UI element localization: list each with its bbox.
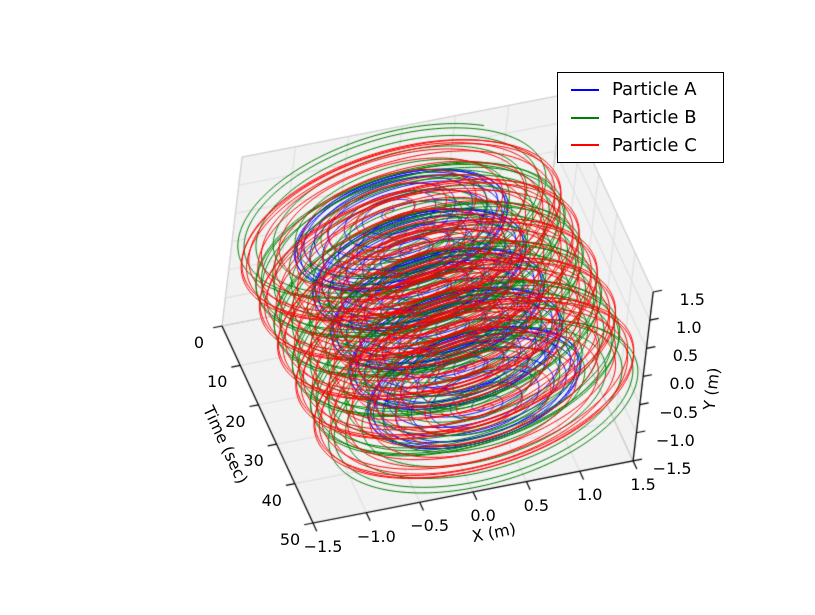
legend-item-particle-a: Particle A — [571, 76, 713, 104]
x-tick-label: −1.0 — [356, 526, 396, 546]
x-tick-label: −0.5 — [410, 516, 450, 536]
x-tick-label: 1.0 — [577, 485, 603, 505]
legend-line-swatch-particle-c — [571, 144, 599, 147]
x-tick-label: 1.5 — [630, 474, 656, 494]
legend-item-particle-c: Particle C — [571, 131, 713, 159]
legend-line-swatch-particle-b — [571, 116, 599, 119]
time-tick-label: 40 — [261, 490, 282, 510]
x-tick-label: 0.5 — [523, 495, 550, 515]
x-tick-label: 0.0 — [470, 505, 496, 525]
legend-label-particle-b: Particle B — [612, 107, 697, 128]
y-tick-label: −1.5 — [652, 458, 692, 478]
x-tick-label: −1.5 — [303, 537, 343, 556]
legend: Particle A Particle B Particle C — [557, 72, 724, 163]
legend-label-particle-a: Particle A — [612, 79, 697, 101]
time-tick-label: 50 — [279, 530, 301, 549]
time-tick-label: 10 — [207, 372, 228, 392]
y-tick-label: 1.0 — [676, 318, 702, 338]
legend-line-swatch-particle-a — [571, 88, 599, 91]
time-tick-label: 0 — [193, 333, 205, 352]
y-tick-label: 0.5 — [672, 346, 699, 366]
y-tick-label: −1.0 — [656, 430, 695, 450]
time-tick-label: 20 — [225, 411, 246, 431]
legend-item-particle-b: Particle B — [571, 104, 713, 132]
y-tick-label: 0.0 — [669, 374, 695, 394]
y-tick-label: 1.5 — [679, 290, 705, 309]
y-tick-label: −0.5 — [659, 402, 699, 422]
legend-label-particle-c: Particle C — [612, 134, 697, 156]
time-tick-label: 30 — [243, 451, 264, 471]
